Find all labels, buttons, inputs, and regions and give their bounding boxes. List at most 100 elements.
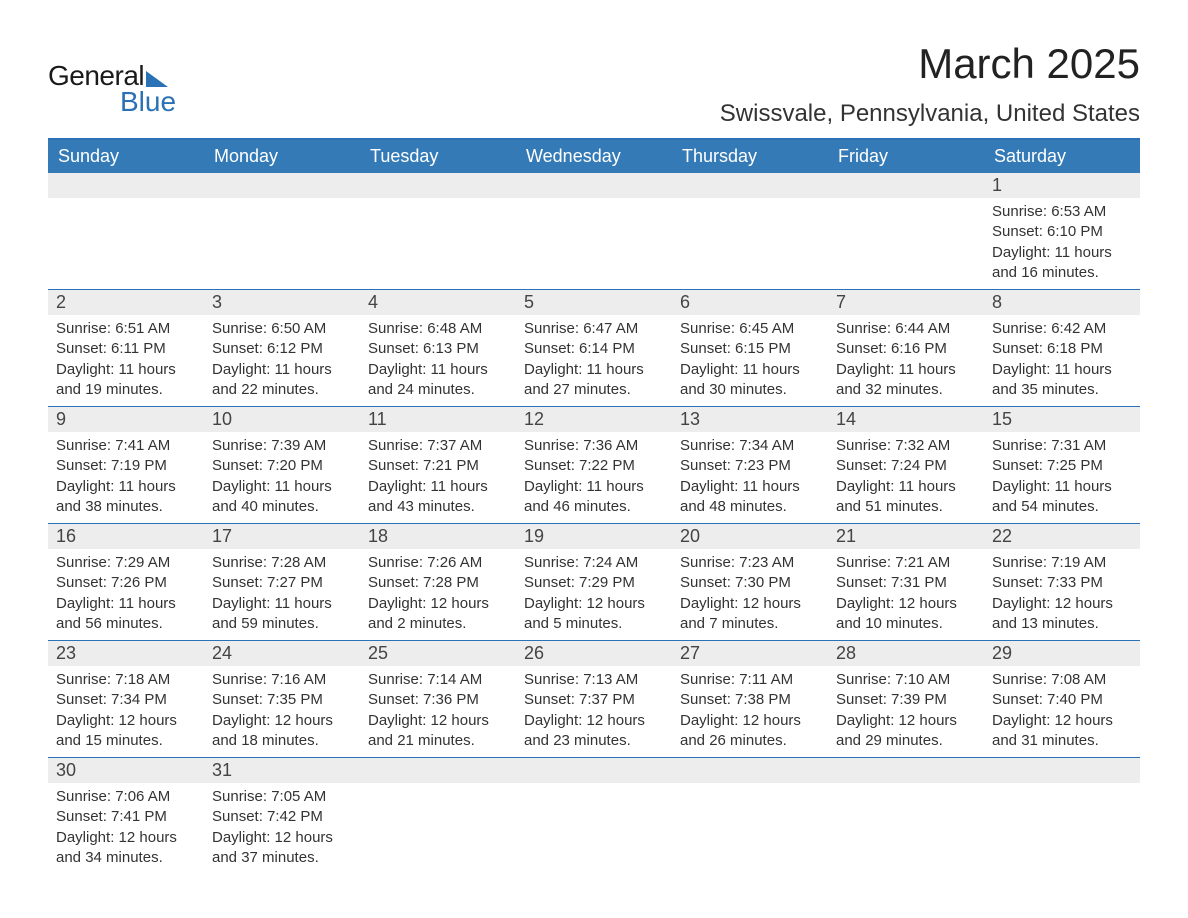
day-info-cell	[516, 198, 672, 290]
sunset-text: Sunset: 7:42 PM	[212, 807, 352, 827]
daylight-text-1: Daylight: 11 hours	[56, 594, 196, 614]
day-number-cell	[360, 173, 516, 198]
sunrise-text: Sunrise: 7:28 AM	[212, 553, 352, 573]
day-number-row: 3031	[48, 758, 1140, 784]
day-number-cell	[672, 173, 828, 198]
day-number-cell: 24	[204, 641, 360, 667]
sunrise-text: Sunrise: 7:16 AM	[212, 670, 352, 690]
day-number-cell	[828, 173, 984, 198]
daylight-text-1: Daylight: 12 hours	[524, 594, 664, 614]
day-number-cell	[516, 173, 672, 198]
sunrise-text: Sunrise: 7:36 AM	[524, 436, 664, 456]
daylight-text-1: Daylight: 11 hours	[992, 360, 1132, 380]
daylight-text-2: and 21 minutes.	[368, 731, 508, 751]
sunset-text: Sunset: 7:21 PM	[368, 456, 508, 476]
day-number-cell: 8	[984, 290, 1140, 316]
sunset-text: Sunset: 7:37 PM	[524, 690, 664, 710]
sunset-text: Sunset: 7:31 PM	[836, 573, 976, 593]
day-info-cell: Sunrise: 7:11 AMSunset: 7:38 PMDaylight:…	[672, 666, 828, 758]
day-number-cell: 3	[204, 290, 360, 316]
sunset-text: Sunset: 6:12 PM	[212, 339, 352, 359]
sunrise-text: Sunrise: 6:42 AM	[992, 319, 1132, 339]
day-number-cell	[360, 758, 516, 784]
sunset-text: Sunset: 7:36 PM	[368, 690, 508, 710]
location-subtitle: Swissvale, Pennsylvania, United States	[720, 100, 1140, 128]
sunset-text: Sunset: 7:26 PM	[56, 573, 196, 593]
daylight-text-2: and 2 minutes.	[368, 614, 508, 634]
sunrise-text: Sunrise: 7:23 AM	[680, 553, 820, 573]
day-info-cell: Sunrise: 7:34 AMSunset: 7:23 PMDaylight:…	[672, 432, 828, 524]
day-number-cell: 9	[48, 407, 204, 433]
daylight-text-1: Daylight: 11 hours	[56, 360, 196, 380]
day-info-cell: Sunrise: 6:45 AMSunset: 6:15 PMDaylight:…	[672, 315, 828, 407]
day-info-cell: Sunrise: 7:19 AMSunset: 7:33 PMDaylight:…	[984, 549, 1140, 641]
day-number-row: 9101112131415	[48, 407, 1140, 433]
day-info-row: Sunrise: 7:41 AMSunset: 7:19 PMDaylight:…	[48, 432, 1140, 524]
sunset-text: Sunset: 7:29 PM	[524, 573, 664, 593]
day-number-cell: 23	[48, 641, 204, 667]
sunrise-text: Sunrise: 7:06 AM	[56, 787, 196, 807]
sunrise-text: Sunrise: 7:37 AM	[368, 436, 508, 456]
brand-part2: Blue	[120, 86, 176, 118]
day-number-row: 1	[48, 173, 1140, 198]
day-info-cell	[360, 783, 516, 874]
sunrise-text: Sunrise: 7:14 AM	[368, 670, 508, 690]
day-number-row: 23242526272829	[48, 641, 1140, 667]
brand-logo: General Blue	[48, 60, 176, 118]
daylight-text-1: Daylight: 11 hours	[212, 477, 352, 497]
daylight-text-2: and 40 minutes.	[212, 497, 352, 517]
sunrise-text: Sunrise: 7:08 AM	[992, 670, 1132, 690]
weekday-header: Saturday	[984, 139, 1140, 173]
day-info-cell: Sunrise: 7:37 AMSunset: 7:21 PMDaylight:…	[360, 432, 516, 524]
day-info-cell: Sunrise: 7:21 AMSunset: 7:31 PMDaylight:…	[828, 549, 984, 641]
sunset-text: Sunset: 6:10 PM	[992, 222, 1132, 242]
daylight-text-1: Daylight: 12 hours	[680, 711, 820, 731]
daylight-text-1: Daylight: 12 hours	[212, 711, 352, 731]
day-info-cell: Sunrise: 7:14 AMSunset: 7:36 PMDaylight:…	[360, 666, 516, 758]
daylight-text-1: Daylight: 11 hours	[368, 477, 508, 497]
day-info-cell: Sunrise: 6:47 AMSunset: 6:14 PMDaylight:…	[516, 315, 672, 407]
sunrise-text: Sunrise: 7:18 AM	[56, 670, 196, 690]
month-title: March 2025	[720, 40, 1140, 88]
daylight-text-1: Daylight: 12 hours	[368, 711, 508, 731]
sunset-text: Sunset: 7:19 PM	[56, 456, 196, 476]
weekday-header-row: SundayMondayTuesdayWednesdayThursdayFrid…	[48, 139, 1140, 173]
day-number-cell	[984, 758, 1140, 784]
day-number-cell: 17	[204, 524, 360, 550]
daylight-text-1: Daylight: 11 hours	[56, 477, 196, 497]
day-info-cell	[672, 198, 828, 290]
day-info-cell: Sunrise: 7:06 AMSunset: 7:41 PMDaylight:…	[48, 783, 204, 874]
daylight-text-2: and 22 minutes.	[212, 380, 352, 400]
day-number-cell: 30	[48, 758, 204, 784]
daylight-text-1: Daylight: 12 hours	[56, 828, 196, 848]
day-info-cell	[984, 783, 1140, 874]
day-number-cell: 1	[984, 173, 1140, 198]
sunset-text: Sunset: 6:14 PM	[524, 339, 664, 359]
header: General Blue March 2025 Swissvale, Penns…	[48, 40, 1140, 128]
day-number-cell: 16	[48, 524, 204, 550]
daylight-text-1: Daylight: 12 hours	[368, 594, 508, 614]
sunset-text: Sunset: 7:38 PM	[680, 690, 820, 710]
day-info-cell	[516, 783, 672, 874]
day-number-cell: 20	[672, 524, 828, 550]
day-info-row: Sunrise: 7:29 AMSunset: 7:26 PMDaylight:…	[48, 549, 1140, 641]
day-number-cell: 26	[516, 641, 672, 667]
day-number-cell: 19	[516, 524, 672, 550]
sunset-text: Sunset: 6:16 PM	[836, 339, 976, 359]
daylight-text-1: Daylight: 12 hours	[212, 828, 352, 848]
day-info-cell: Sunrise: 6:42 AMSunset: 6:18 PMDaylight:…	[984, 315, 1140, 407]
sunset-text: Sunset: 7:33 PM	[992, 573, 1132, 593]
day-info-cell: Sunrise: 7:31 AMSunset: 7:25 PMDaylight:…	[984, 432, 1140, 524]
sunrise-text: Sunrise: 7:41 AM	[56, 436, 196, 456]
sunset-text: Sunset: 7:35 PM	[212, 690, 352, 710]
calendar-table: SundayMondayTuesdayWednesdayThursdayFrid…	[48, 138, 1140, 874]
day-number-cell: 18	[360, 524, 516, 550]
sunrise-text: Sunrise: 6:51 AM	[56, 319, 196, 339]
daylight-text-1: Daylight: 12 hours	[836, 594, 976, 614]
daylight-text-1: Daylight: 11 hours	[992, 243, 1132, 263]
day-info-cell: Sunrise: 7:41 AMSunset: 7:19 PMDaylight:…	[48, 432, 204, 524]
day-number-cell: 28	[828, 641, 984, 667]
day-number-cell: 22	[984, 524, 1140, 550]
sunset-text: Sunset: 7:27 PM	[212, 573, 352, 593]
daylight-text-2: and 16 minutes.	[992, 263, 1132, 283]
